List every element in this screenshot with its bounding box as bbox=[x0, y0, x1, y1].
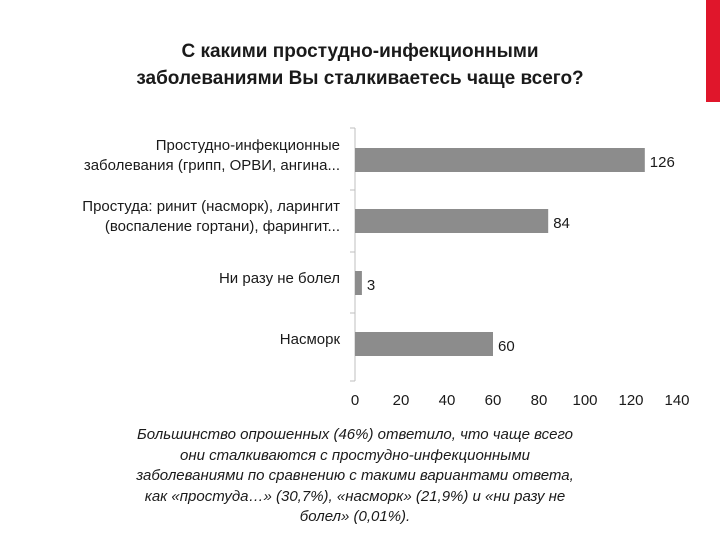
summary-note-line: Большинство опрошенных (46%) ответило, ч… bbox=[136, 426, 574, 443]
summary-note-line: они сталкиваются с простудно-инфекционны… bbox=[180, 446, 530, 464]
bar-value-label: 3 bbox=[367, 277, 375, 294]
category-label: Простуда: ринит (насморк), ларингит (восп… bbox=[82, 197, 340, 237]
x-tick-label: 20 bbox=[393, 392, 410, 409]
category-label-line: Насморк bbox=[279, 331, 340, 348]
bar bbox=[355, 148, 645, 172]
slide-title: С какими простудно-инфекционными заболев… bbox=[90, 38, 630, 92]
x-tick-label: 0 bbox=[351, 392, 359, 409]
category-label-line: Ни разу не болел bbox=[218, 270, 340, 287]
x-tick-label: 100 bbox=[572, 392, 597, 409]
category-label-line: (воспаление гортани), фарингит... bbox=[104, 218, 340, 235]
accent-bar bbox=[706, 0, 720, 102]
summary-note: Большинство опрошенных (46%) ответило, ч… bbox=[90, 425, 620, 528]
category-label: Насморк bbox=[280, 330, 340, 350]
x-tick-label: 140 bbox=[664, 392, 689, 409]
x-tick-label: 40 bbox=[439, 392, 456, 409]
bar-value-label: 60 bbox=[498, 338, 515, 355]
summary-note-line: заболеваниями по сравнению с такими вари… bbox=[136, 467, 574, 484]
slide-title-line: С какими простудно-инфекционными bbox=[181, 41, 539, 62]
bar bbox=[355, 209, 549, 233]
category-label: Ни разу не болел bbox=[219, 269, 340, 289]
bar-value-label: 84 bbox=[553, 215, 570, 232]
bar-value-label: 126 bbox=[650, 154, 675, 171]
x-tick-label: 60 bbox=[485, 392, 502, 409]
bar bbox=[355, 332, 493, 356]
summary-note-line: болел» (0,01%). bbox=[299, 508, 411, 525]
category-label: Простудно-инфекционные заболевания (грипп… bbox=[84, 136, 340, 176]
bar bbox=[355, 271, 362, 295]
x-tick-label: 120 bbox=[618, 392, 643, 409]
category-label-line: Простудно-инфекционные bbox=[155, 137, 340, 154]
category-label-line: Простуда: ринит (насморк), ларингит bbox=[82, 198, 340, 215]
x-tick-label: 80 bbox=[531, 392, 548, 409]
category-label-line: заболевания (грипп, ОРВИ, ангина... bbox=[83, 157, 340, 174]
summary-note-line: как «простуда…» (30,7%), «насморк» (21,9… bbox=[144, 487, 566, 505]
slide-title-line: заболеваниями Вы сталкиваетесь чаще всег… bbox=[136, 68, 584, 89]
